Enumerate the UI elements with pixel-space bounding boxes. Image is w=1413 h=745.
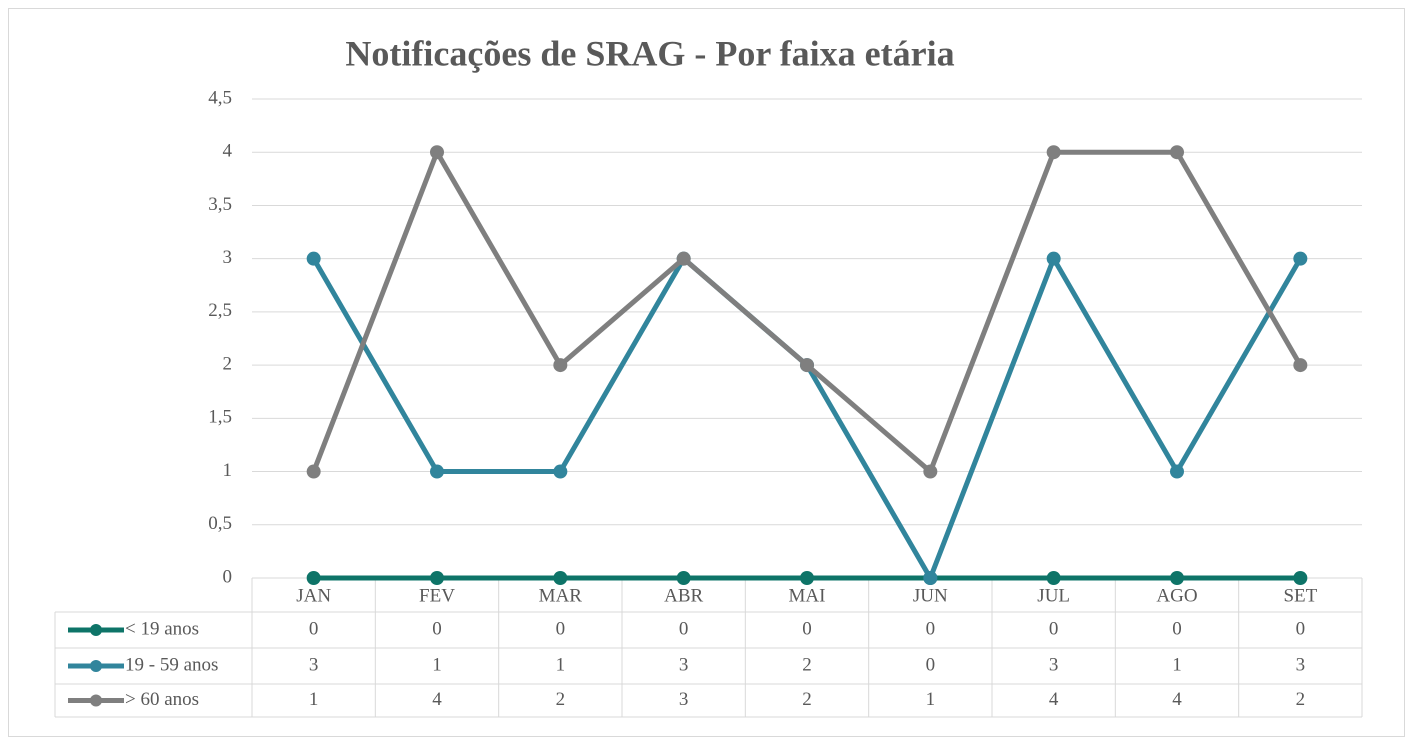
- table-value: 3: [1296, 654, 1306, 675]
- point: [1293, 358, 1308, 373]
- x-tick-label: FEV: [419, 585, 455, 606]
- table-value: 0: [556, 618, 566, 639]
- table-value: 1: [1172, 654, 1182, 675]
- table-value: 1: [432, 654, 442, 675]
- table-value: 3: [679, 654, 689, 675]
- table-value: 0: [1049, 618, 1059, 639]
- table-value: 1: [926, 689, 936, 710]
- point: [923, 571, 938, 585]
- point: [553, 571, 568, 585]
- y-tick-label: 1: [223, 460, 233, 481]
- point: [1046, 145, 1061, 160]
- table-value: 2: [802, 689, 812, 710]
- x-tick-label: JUN: [913, 585, 948, 606]
- table-value: 4: [1049, 689, 1059, 710]
- point: [306, 251, 321, 266]
- point: [430, 571, 444, 585]
- table-value: 1: [309, 689, 319, 710]
- table-value: 1: [556, 654, 566, 675]
- table-value: 0: [1296, 618, 1306, 639]
- point: [1046, 251, 1061, 266]
- x-tick-label: MAI: [789, 585, 826, 606]
- y-tick-label: 4: [223, 141, 233, 162]
- x-tick-label: SET: [1283, 585, 1317, 606]
- table-value: 3: [1049, 654, 1059, 675]
- y-tick-label: 2: [223, 353, 233, 374]
- y-tick-label: 2,5: [208, 300, 232, 321]
- table-value: 3: [309, 654, 319, 675]
- point: [800, 358, 814, 373]
- x-tick-label: MAR: [539, 585, 583, 606]
- point: [1170, 464, 1184, 479]
- table-value: 0: [802, 618, 812, 639]
- y-tick-label: 3,5: [208, 194, 232, 215]
- y-tick-label: 4,5: [208, 87, 232, 108]
- point: [1170, 571, 1184, 585]
- point: [553, 464, 568, 479]
- point: [923, 464, 938, 479]
- point: [676, 251, 691, 266]
- legend-label: > 60 anos: [125, 689, 199, 710]
- table-value: 0: [1172, 618, 1182, 639]
- legend-label: < 19 anos: [125, 618, 199, 639]
- point: [306, 464, 321, 479]
- point: [1170, 145, 1184, 160]
- y-tick-label: 0,5: [208, 513, 232, 534]
- chart-title: Notificações de SRAG - Por faixa etária: [345, 33, 954, 73]
- x-tick-label: JUL: [1037, 585, 1070, 606]
- table-value: 0: [926, 654, 936, 675]
- x-tick-label: AGO: [1156, 585, 1197, 606]
- legend-marker: [90, 660, 102, 672]
- point: [800, 571, 814, 585]
- y-tick-label: 1,5: [208, 407, 232, 428]
- table-value: 0: [432, 618, 442, 639]
- point: [1293, 571, 1308, 585]
- chart-border: [8, 8, 1405, 737]
- y-tick-label: 0: [223, 566, 233, 587]
- point: [430, 464, 444, 479]
- x-tick-label: JAN: [296, 585, 331, 606]
- table-value: 2: [1296, 689, 1306, 710]
- legend-label: 19 - 59 anos: [125, 654, 218, 675]
- table-value: 0: [309, 618, 319, 639]
- table-value: 0: [926, 618, 936, 639]
- point: [430, 145, 444, 160]
- table-value: 4: [432, 689, 442, 710]
- table-value: 3: [679, 689, 689, 710]
- legend-marker: [90, 624, 102, 636]
- y-tick-label: 3: [223, 247, 233, 268]
- table-value: 0: [679, 618, 689, 639]
- point: [1046, 571, 1061, 585]
- point: [676, 571, 691, 585]
- x-tick-label: ABR: [664, 585, 703, 606]
- table-value: 4: [1172, 689, 1182, 710]
- point: [553, 358, 568, 373]
- point: [306, 571, 321, 585]
- legend-marker: [90, 694, 102, 707]
- table-value: 2: [802, 654, 812, 675]
- point: [1293, 251, 1308, 266]
- table-value: 2: [556, 689, 566, 710]
